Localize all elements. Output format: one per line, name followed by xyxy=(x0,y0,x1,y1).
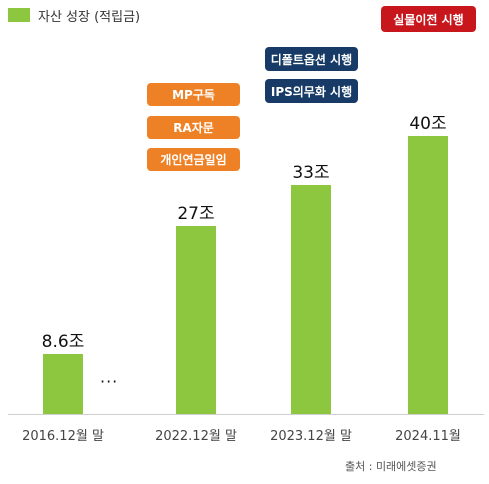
bar-3 xyxy=(408,136,448,414)
tag-ra: RA자문 xyxy=(147,116,240,139)
legend-swatch xyxy=(8,8,30,22)
tag-actual-transfer: 실물이전 시행 xyxy=(381,6,476,32)
bar-0 xyxy=(43,354,83,414)
bar-1 xyxy=(176,226,216,414)
value-label-2: 33조 xyxy=(292,162,330,183)
tag-default-option: 디폴트옵션 시행 xyxy=(265,47,358,71)
x-tick-label-0: 2016.12월 말 xyxy=(22,429,104,444)
legend: 자산 성장 (적립금) xyxy=(8,6,141,25)
x-tick-label-3: 2024.11월 xyxy=(395,429,461,444)
legend-label: 자산 성장 (적립금) xyxy=(38,9,141,25)
value-label-0: 8.6조 xyxy=(41,332,85,353)
tag-personal-pension: 개인연금일임 xyxy=(147,148,240,171)
x-tick-label-2: 2023.12월 말 xyxy=(270,429,352,444)
tag-ips: IPS의무화 시행 xyxy=(265,79,358,103)
value-label-1: 27조 xyxy=(177,204,215,225)
x-tick-label-1: 2022.12월 말 xyxy=(155,429,237,444)
bar-2 xyxy=(291,184,331,414)
x-axis-baseline xyxy=(8,414,484,415)
value-label-3: 40조 xyxy=(409,114,447,134)
tag-mp: MP구독 xyxy=(147,83,240,106)
ellipsis: ··· xyxy=(100,372,119,391)
source-note: 출처 : 미래에셋증권 xyxy=(345,460,437,473)
